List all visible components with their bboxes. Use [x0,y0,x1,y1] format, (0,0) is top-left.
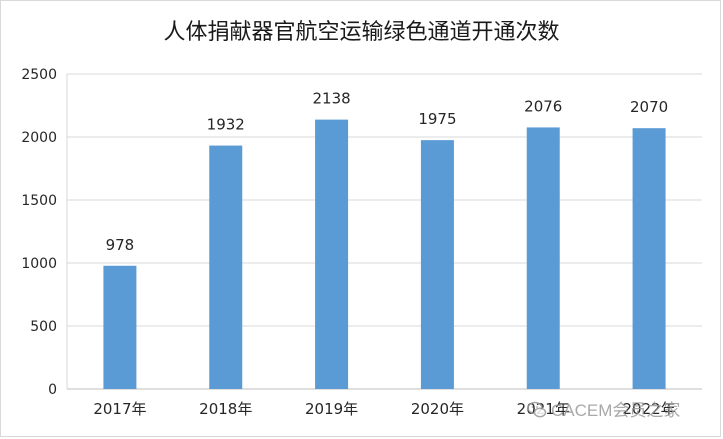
x-tick-label: 2018年 [199,400,252,418]
chart-title: 人体捐献器官航空运输绿色通道开通次数 [163,20,560,45]
bar-value-label: 1932 [207,116,245,134]
y-tick-label: 0 [48,382,57,398]
y-tick-label: 500 [30,319,57,335]
y-tick-label: 2000 [21,130,57,146]
data-labels: 978 1932 2138 1975 2076 2070 [106,90,669,254]
axes [66,74,702,390]
x-tick-label: 2019年 [305,400,358,418]
x-tick-label: 2020年 [411,400,464,418]
x-tick-label: 2017年 [93,400,146,418]
bar [526,127,560,389]
bar [103,265,137,389]
watermark-text: CACEM会员之家 [551,401,681,420]
y-tick-label: 1500 [21,193,57,209]
y-tick-labels: 0 500 1000 1500 2000 2500 [21,67,57,398]
y-tick-label: 2500 [21,67,57,83]
bar [315,119,349,389]
grid-lines [67,73,702,327]
bar-value-label: 2076 [524,97,562,115]
bar-value-label: 2070 [630,98,668,116]
bar [209,145,243,389]
x-tick-label: 2022年 [622,400,675,418]
bar-value-label: 1975 [418,110,456,128]
bar-value-label: 2138 [312,90,350,108]
wechat-icon [527,401,547,418]
bar-value-label: 978 [106,236,135,254]
y-tick-label: 1000 [21,256,57,272]
bar [632,128,666,389]
bar [420,140,454,389]
watermark: CACEM会员之家 [527,396,680,421]
bars [103,119,666,389]
